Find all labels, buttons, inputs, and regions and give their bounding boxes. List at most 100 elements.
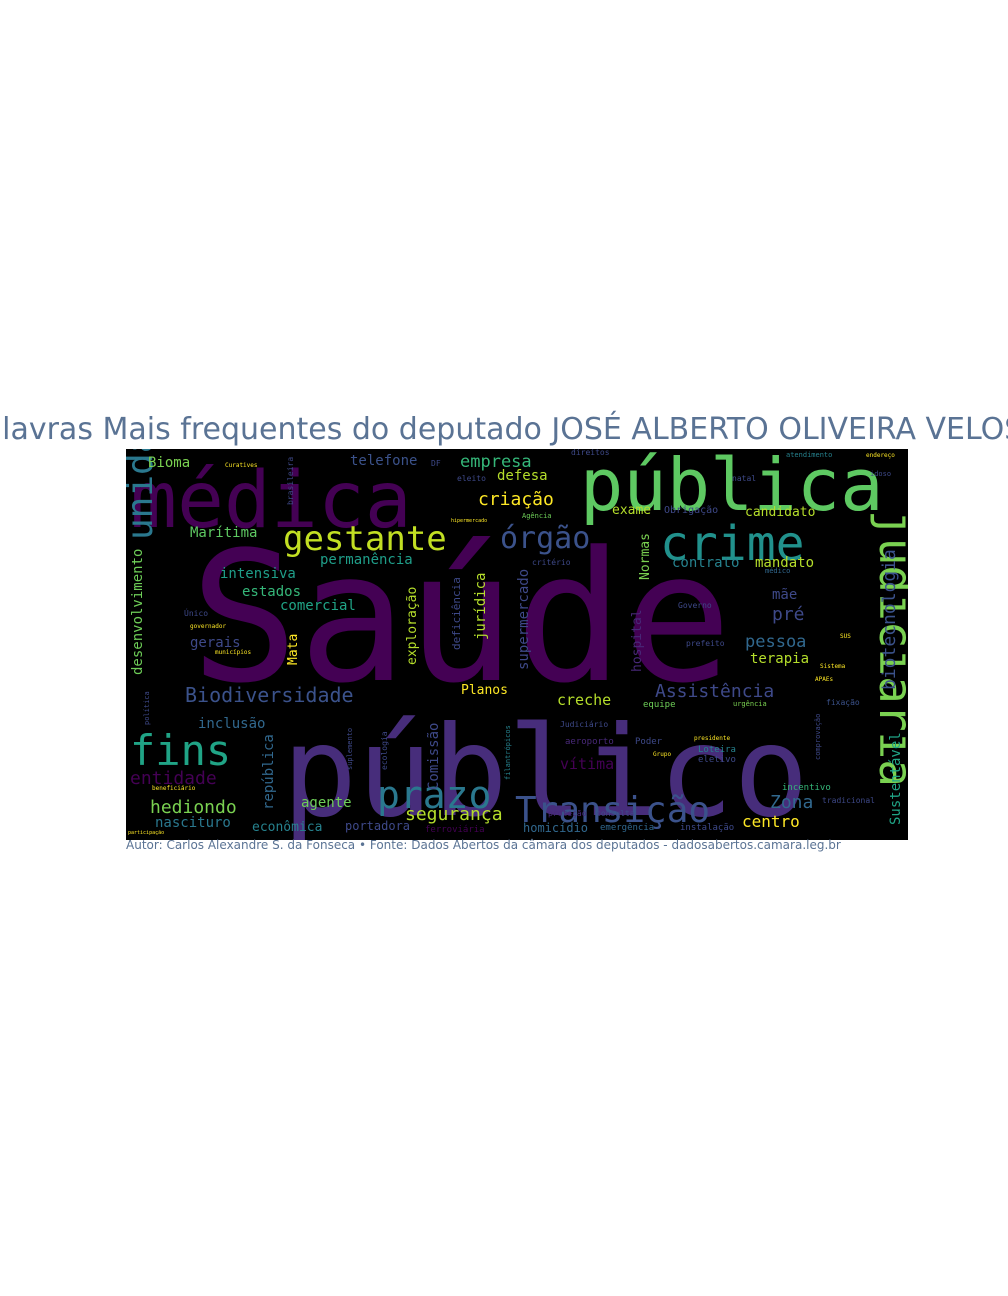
cloud-word: Judiciário xyxy=(560,720,608,729)
cloud-word: aeroporto xyxy=(565,737,614,747)
cloud-word: Transição xyxy=(515,790,710,831)
cloud-word: Comissão xyxy=(426,723,442,790)
cloud-word: intensiva xyxy=(220,566,296,582)
cloud-word: eleito xyxy=(457,474,486,483)
cloud-word: endereço xyxy=(866,452,895,459)
cloud-word: unidade xyxy=(126,449,161,540)
cloud-word: emergência xyxy=(600,822,654,833)
word-cloud: Saúde público médica pública crime judiciária… xyxy=(126,449,908,840)
cloud-word: exploração xyxy=(405,587,420,665)
cloud-word: tradicional xyxy=(822,796,875,805)
cloud-word: homicídio xyxy=(523,821,588,835)
cloud-word: Poder xyxy=(635,737,663,747)
cloud-word: beneficiário xyxy=(152,785,196,792)
cloud-word: desenvolvimento xyxy=(130,549,146,675)
cloud-word: participação xyxy=(128,830,164,836)
cloud-word: pré xyxy=(772,604,805,625)
cloud-word: econômica xyxy=(252,820,322,835)
cloud-word: portadora xyxy=(345,819,410,833)
cloud-word: biotecnologia xyxy=(879,549,900,690)
cloud-word: vítima xyxy=(560,755,614,773)
cloud-word: creche xyxy=(557,691,611,709)
cloud-word: pública xyxy=(580,449,883,527)
cloud-word: política xyxy=(143,691,151,725)
cloud-word: empresa xyxy=(460,452,532,472)
cloud-word: Curatives xyxy=(225,462,258,469)
cloud-word: urgência xyxy=(733,700,767,708)
cloud-word: gestante xyxy=(283,519,447,559)
cloud-word: municípios xyxy=(215,649,252,656)
cloud-word: crime xyxy=(660,516,805,572)
cloud-word: Obrigação xyxy=(664,505,718,516)
cloud-word: Agência xyxy=(522,512,552,520)
cloud-word: fixação xyxy=(826,698,860,707)
cloud-word: Biodiversidade xyxy=(185,683,354,707)
cloud-word: agente xyxy=(301,795,352,811)
cloud-word: hospital xyxy=(630,609,645,672)
cloud-word: suplemento xyxy=(346,728,354,770)
cloud-word: instalação xyxy=(680,823,734,833)
cloud-word: Sustentável xyxy=(888,732,904,825)
cloud-word: permanência xyxy=(320,552,413,568)
cloud-word: Bioma xyxy=(148,455,190,471)
cloud-word: comercial xyxy=(280,598,356,614)
cloud-word: Assistência xyxy=(655,681,774,702)
cloud-word: criação xyxy=(478,489,554,510)
cloud-word: gerais xyxy=(190,635,241,651)
cloud-word: telefone xyxy=(350,453,417,469)
cloud-word: segurança xyxy=(405,804,503,825)
cloud-word: mãe xyxy=(772,587,797,603)
cloud-word: brasileira xyxy=(286,457,295,505)
cloud-word: governador xyxy=(190,623,227,630)
cloud-word: ecologia xyxy=(380,731,389,770)
cloud-word: estados xyxy=(242,584,301,600)
cloud-word: fins xyxy=(130,726,231,775)
cloud-word: APAEs xyxy=(815,676,833,683)
cloud-word: natal xyxy=(732,474,756,483)
cloud-word: Marítima xyxy=(190,525,257,541)
cloud-word: Mata xyxy=(286,634,301,665)
cloud-word: critério xyxy=(532,557,571,567)
cloud-word: eletivo xyxy=(698,755,736,765)
cloud-word: nascituro xyxy=(155,815,231,831)
cloud-word: deficiência xyxy=(450,577,463,650)
cloud-word: centro xyxy=(742,812,800,831)
cloud-word: Governo xyxy=(678,601,712,610)
cloud-word: contrato xyxy=(672,555,739,571)
cloud-word: pessoa xyxy=(745,632,806,652)
cloud-word: Normas xyxy=(638,533,653,580)
cloud-word: prefeito xyxy=(686,639,725,648)
cloud-word: judiciária xyxy=(869,510,908,787)
cloud-word: órgão xyxy=(500,521,590,556)
cloud-word: supermercado xyxy=(516,569,532,670)
cloud-word: exame xyxy=(612,503,651,518)
cloud-word: Saúde xyxy=(190,514,732,723)
cloud-word: SUS xyxy=(840,633,851,640)
cloud-word: inclusão xyxy=(198,716,265,732)
cloud-word: médica xyxy=(130,456,412,546)
chart-title-text: Palavras Mais frequentes do deputado JOS… xyxy=(0,412,1008,447)
cloud-word: república xyxy=(261,734,277,810)
cloud-word: DF xyxy=(431,459,441,468)
cloud-word: ferroviária xyxy=(425,825,485,835)
cloud-word: Planos xyxy=(461,683,508,698)
cloud-word: terapia xyxy=(750,651,809,667)
cloud-word: comprovação xyxy=(814,714,822,760)
cloud-word: atendimento xyxy=(786,451,832,459)
cloud-word: prazo xyxy=(377,773,491,817)
cloud-word: hipermercado xyxy=(451,518,487,524)
cloud-word: jurídica xyxy=(473,573,489,640)
cloud-word: presidente xyxy=(694,735,731,742)
cloud-word: hediondo xyxy=(150,797,237,818)
cloud-word: equipe xyxy=(643,700,676,710)
source-caption: Autor: Carlos Alexandre S. da Fonseca • … xyxy=(126,838,841,852)
cloud-word: entidade xyxy=(130,768,217,789)
chart-title: Palavras Mais frequentes do deputado JOS… xyxy=(0,410,1008,450)
cloud-word: médico xyxy=(765,567,790,575)
cloud-word: Grupo xyxy=(653,751,671,758)
cloud-word: Único xyxy=(184,607,208,618)
cloud-word: direitos xyxy=(571,449,610,457)
cloud-word: defesa xyxy=(497,468,548,484)
cloud-word: candidato xyxy=(745,505,815,520)
